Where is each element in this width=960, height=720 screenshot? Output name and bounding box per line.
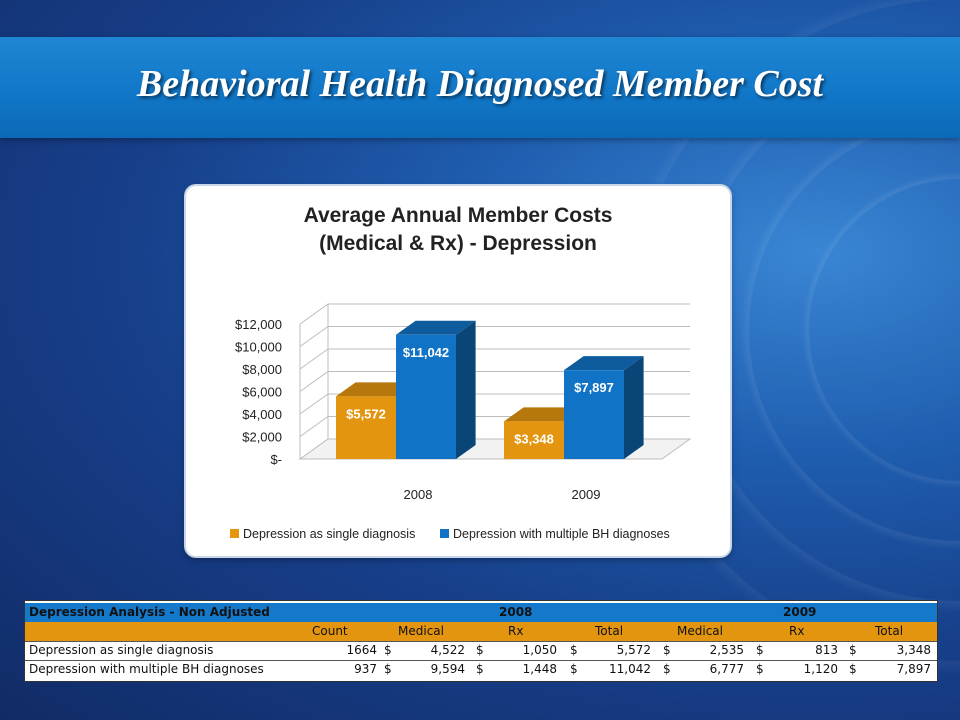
currency-symbol: $ <box>663 662 671 676</box>
row-divider <box>25 660 937 661</box>
x-tick-label: 2008 <box>404 487 433 502</box>
year-2009-header: 2009 <box>783 605 817 619</box>
currency-symbol: $ <box>570 643 578 657</box>
legend-swatch <box>440 529 449 538</box>
cell-medical-2009: 6,777 <box>709 662 744 676</box>
gridline <box>299 326 690 347</box>
chart-card: Average Annual Member Costs (Medical & R… <box>186 186 730 556</box>
bar-side <box>456 320 476 459</box>
bar-top <box>396 320 476 335</box>
currency-symbol: $ <box>663 643 671 657</box>
bar-front <box>564 370 624 459</box>
y-tick-label: $10,000 <box>235 340 282 355</box>
legend-label: Depression with multiple BH diagnoses <box>453 527 670 541</box>
col-total-2008: Total <box>595 624 624 638</box>
currency-symbol: $ <box>849 643 857 657</box>
currency-symbol: $ <box>384 662 392 676</box>
currency-symbol: $ <box>476 662 484 676</box>
y-tick-label: $4,000 <box>242 407 282 422</box>
cell-count: 937 <box>354 662 377 676</box>
year-2008-header: 2008 <box>499 605 533 619</box>
y-axis-ticks: $- $2,000 $4,000 $6,000 $8,000 $10,000 $12,000 <box>235 317 282 467</box>
cell-total-2009: 7,897 <box>896 662 931 676</box>
bar-side <box>624 356 644 459</box>
x-axis-labels: 2008 2009 <box>404 487 601 502</box>
cell-total-2008: 11,042 <box>609 662 651 676</box>
y-tick-label: $8,000 <box>242 362 282 377</box>
x-tick-label: 2009 <box>572 487 601 502</box>
table-row: Depression with multiple BH diagnoses 93… <box>25 660 937 679</box>
y-tick-label: $- <box>270 452 282 467</box>
cell-total-2009: 3,348 <box>896 643 931 657</box>
col-medical-2008: Medical <box>398 624 444 638</box>
slide-title: Behavioral Health Diagnosed Member Cost <box>136 63 824 105</box>
row-label: Depression with multiple BH diagnoses <box>29 662 264 676</box>
legend-label: Depression as single diagnosis <box>243 527 415 541</box>
bar-chart: Average Annual Member Costs (Medical & R… <box>230 204 692 541</box>
cost-table: Depression Analysis - Non Adjusted 2008 … <box>24 600 938 682</box>
col-rx-2009: Rx <box>789 624 805 638</box>
title-bar <box>0 37 960 138</box>
currency-symbol: $ <box>570 662 578 676</box>
bar-front <box>504 421 564 459</box>
table-column-header-row: Count Medical Rx Total Medical Rx Total <box>25 622 937 641</box>
chart-title: Average Annual Member Costs <box>304 204 613 227</box>
bar-top <box>504 407 584 422</box>
cell-medical-2008: 9,594 <box>430 662 465 676</box>
bar-data-label: $11,042 <box>403 345 449 360</box>
chart-bars: $5,572 $11,042 $3,348 $7,897 <box>336 320 644 459</box>
bar-data-label: $5,572 <box>346 406 386 421</box>
y-tick-label: $12,000 <box>235 317 282 332</box>
bar-data-label: $7,897 <box>574 380 614 395</box>
cell-rx-2008: 1,448 <box>522 662 557 676</box>
cell-medical-2008: 4,522 <box>430 643 465 657</box>
y-tick-label: $2,000 <box>242 430 282 445</box>
cell-rx-2009: 813 <box>815 643 838 657</box>
currency-symbol: $ <box>384 643 392 657</box>
col-rx-2008: Rx <box>508 624 524 638</box>
chart-legend: Depression as single diagnosis Depression… <box>230 527 670 541</box>
col-count: Count <box>312 624 348 638</box>
bar-data-label: $3,348 <box>514 431 554 446</box>
bar-front <box>396 334 456 459</box>
gridline <box>299 303 690 325</box>
col-medical-2009: Medical <box>677 624 723 638</box>
table-row: Depression as single diagnosis 1664 $ 4,… <box>25 641 937 660</box>
table-title-row: Depression Analysis - Non Adjusted 2008 … <box>25 603 937 622</box>
legend-swatch <box>230 529 239 538</box>
cell-medical-2009: 2,535 <box>709 643 744 657</box>
cell-rx-2008: 1,050 <box>522 643 557 657</box>
currency-symbol: $ <box>756 662 764 676</box>
cell-rx-2009: 1,120 <box>803 662 838 676</box>
bar <box>396 320 476 459</box>
bar-front <box>336 396 396 459</box>
cell-total-2008: 5,572 <box>616 643 651 657</box>
currency-symbol: $ <box>756 643 764 657</box>
y-tick-label: $6,000 <box>242 385 282 400</box>
bar-top <box>564 356 644 371</box>
bar-top <box>336 382 416 397</box>
chart-subtitle: (Medical & Rx) - Depression <box>319 232 597 255</box>
currency-symbol: $ <box>476 643 484 657</box>
table-title: Depression Analysis - Non Adjusted <box>29 605 270 619</box>
col-total-2009: Total <box>875 624 904 638</box>
currency-symbol: $ <box>849 662 857 676</box>
row-divider <box>25 641 937 642</box>
row-label: Depression as single diagnosis <box>29 643 214 657</box>
cell-count: 1664 <box>346 643 377 657</box>
bar <box>564 356 644 459</box>
